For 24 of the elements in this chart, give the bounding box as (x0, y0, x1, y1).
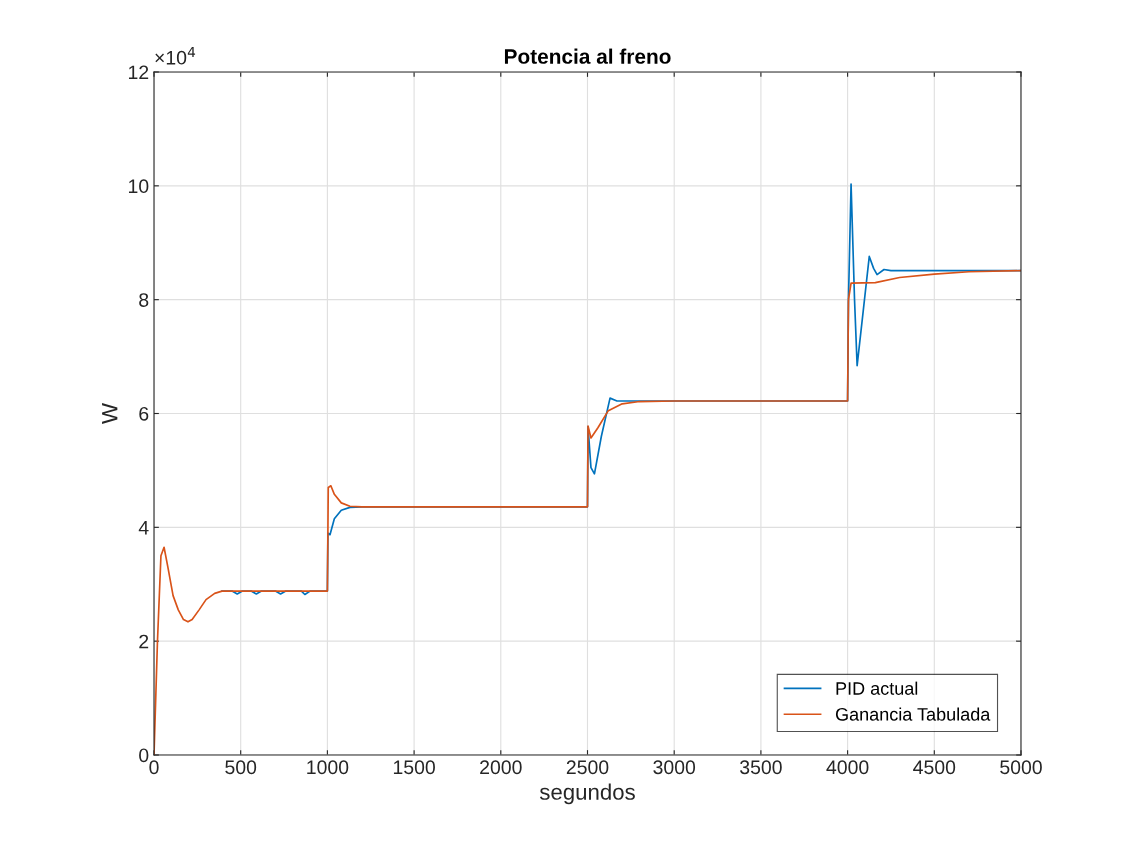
x-tick-label: 4500 (913, 760, 956, 775)
x-tick-label: 0 (149, 760, 159, 775)
chart-title: Potencia al freno (504, 48, 671, 64)
x-tick-label: 500 (225, 760, 257, 775)
y-tick-label: 4 (138, 521, 149, 535)
text: ×10$^{4}$ (155, 47, 196, 65)
x-tick-label: 2000 (480, 760, 522, 775)
y-tick-label: 8 (139, 293, 149, 307)
x-tick-label: 4000 (826, 760, 869, 775)
legend-label: Ganancia Tabulada (835, 707, 991, 721)
x-tick-label: 3000 (653, 760, 696, 775)
y-tick-label: 10 (129, 179, 149, 194)
y-tick-label: 6 (139, 406, 149, 421)
y-tick-label: 0 (139, 748, 149, 763)
x-tick-label: 3500 (740, 760, 782, 775)
x-tick-label: 2500 (566, 760, 609, 775)
x-tick-label: 1500 (393, 760, 435, 775)
y-axis-title: W (102, 403, 118, 424)
y-tick-label: 2 (139, 634, 149, 649)
legend-label: PID actual (836, 681, 918, 695)
x-axis-title: segundos (539, 783, 635, 805)
y-tick-label: 12 (129, 65, 149, 80)
x-tick-label: 5000 (1000, 760, 1042, 775)
x-tick-label: 1000 (307, 760, 349, 775)
